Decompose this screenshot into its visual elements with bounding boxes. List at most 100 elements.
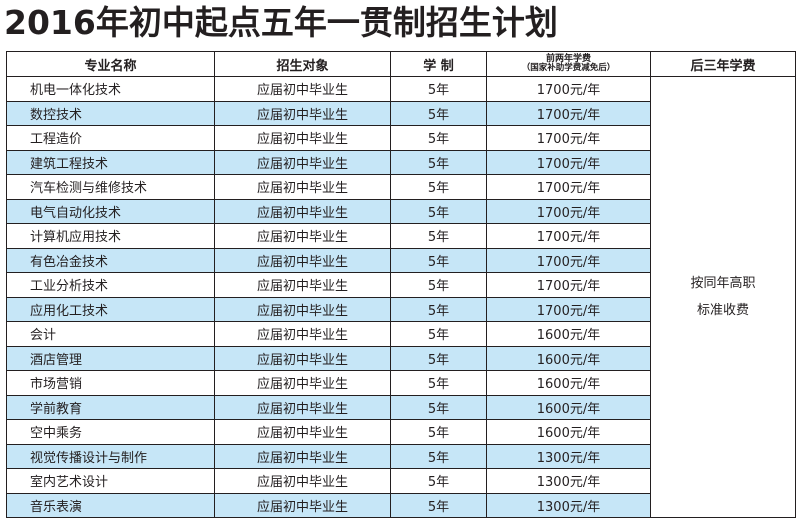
major-cell: 室内艺术设计	[6, 468, 215, 494]
table-body: 机电一体化技术 应届初中毕业生 5年 1700元/年 按同年高职 标准收费 数控技术 应届初中…	[6, 76, 796, 518]
duration-cell: 5年	[390, 149, 487, 175]
fee-cell: 1300元/年	[486, 468, 651, 494]
table-row: 会计 应届初中毕业生 5年 1600元/年	[6, 321, 796, 347]
enrollment-table-container: 专业名称 招生对象 学 制 前两年学费 （国家补助学费减免后） 后三年学费 机电…	[6, 51, 796, 521]
major-cell: 有色冶金技术	[6, 247, 215, 273]
major-cell: 音乐表演	[6, 492, 215, 518]
fee-cell: 1600元/年	[486, 419, 651, 445]
target-cell: 应届初中毕业生	[214, 296, 391, 322]
duration-cell: 5年	[390, 272, 487, 298]
major-cell: 计算机应用技术	[6, 223, 215, 249]
duration-cell: 5年	[390, 468, 487, 494]
table-row: 应用化工技术 应届初中毕业生 5年 1700元/年	[6, 296, 796, 322]
header-first-two-fee: 前两年学费 （国家补助学费减免后）	[486, 51, 651, 77]
table-row: 视觉传播设计与制作 应届初中毕业生 5年 1300元/年	[6, 443, 796, 469]
fee-cell: 1600元/年	[486, 370, 651, 396]
fee-cell: 1700元/年	[486, 174, 651, 200]
table-row: 音乐表演 应届初中毕业生 5年 1300元/年	[6, 492, 796, 518]
fee-cell: 1600元/年	[486, 345, 651, 371]
fee-cell: 1700元/年	[486, 247, 651, 273]
major-cell: 汽车检测与维修技术	[6, 174, 215, 200]
duration-cell: 5年	[390, 174, 487, 200]
target-cell: 应届初中毕业生	[214, 419, 391, 445]
major-cell: 数控技术	[6, 100, 215, 126]
header-major: 专业名称	[6, 51, 215, 77]
table-row: 工业分析技术 应届初中毕业生 5年 1700元/年	[6, 272, 796, 298]
target-cell: 应届初中毕业生	[214, 247, 391, 273]
later-fee-line2: 标准收费	[696, 303, 749, 318]
duration-cell: 5年	[390, 443, 487, 469]
later-three-fee-cell: 按同年高职 标准收费	[650, 76, 796, 518]
target-cell: 应届初中毕业生	[214, 468, 391, 494]
duration-cell: 5年	[390, 492, 487, 518]
table-row: 数控技术 应届初中毕业生 5年 1700元/年	[6, 100, 796, 126]
table-row: 工程造价 应届初中毕业生 5年 1700元/年	[6, 125, 796, 151]
fee-cell: 1700元/年	[486, 296, 651, 322]
major-cell: 建筑工程技术	[6, 149, 215, 175]
target-cell: 应届初中毕业生	[214, 125, 391, 151]
fee-cell: 1300元/年	[486, 492, 651, 518]
duration-cell: 5年	[390, 125, 487, 151]
duration-cell: 5年	[390, 247, 487, 273]
table-row: 学前教育 应届初中毕业生 5年 1600元/年	[6, 394, 796, 420]
major-cell: 应用化工技术	[6, 296, 215, 322]
header-later-three-fee: 后三年学费	[650, 51, 796, 77]
major-cell: 酒店管理	[6, 345, 215, 371]
fee-cell: 1700元/年	[486, 198, 651, 224]
fee-cell: 1700元/年	[486, 272, 651, 298]
table-header-row: 专业名称 招生对象 学 制 前两年学费 （国家补助学费减免后） 后三年学费	[6, 51, 796, 77]
duration-cell: 5年	[390, 394, 487, 420]
table-row: 酒店管理 应届初中毕业生 5年 1600元/年	[6, 345, 796, 371]
header-duration: 学 制	[390, 51, 487, 77]
target-cell: 应届初中毕业生	[214, 321, 391, 347]
fee-cell: 1600元/年	[486, 321, 651, 347]
target-cell: 应届初中毕业生	[214, 100, 391, 126]
target-cell: 应届初中毕业生	[214, 149, 391, 175]
duration-cell: 5年	[390, 223, 487, 249]
page-title: 2016年初中起点五年一贯制招生计划	[4, 3, 558, 42]
table-row: 空中乘务 应届初中毕业生 5年 1600元/年	[6, 419, 796, 445]
duration-cell: 5年	[390, 296, 487, 322]
duration-cell: 5年	[390, 100, 487, 126]
duration-cell: 5年	[390, 345, 487, 371]
fee-cell: 1700元/年	[486, 223, 651, 249]
table-row: 汽车检测与维修技术 应届初中毕业生 5年 1700元/年	[6, 174, 796, 200]
major-cell: 工程造价	[6, 125, 215, 151]
target-cell: 应届初中毕业生	[214, 370, 391, 396]
fee-cell: 1300元/年	[486, 443, 651, 469]
major-cell: 工业分析技术	[6, 272, 215, 298]
fee-cell: 1600元/年	[486, 394, 651, 420]
target-cell: 应届初中毕业生	[214, 223, 391, 249]
target-cell: 应届初中毕业生	[214, 394, 391, 420]
major-cell: 视觉传播设计与制作	[6, 443, 215, 469]
major-cell: 市场营销	[6, 370, 215, 396]
target-cell: 应届初中毕业生	[214, 76, 391, 102]
fee-cell: 1700元/年	[486, 149, 651, 175]
later-fee-line1: 按同年高职	[690, 276, 756, 291]
table-row: 有色冶金技术 应届初中毕业生 5年 1700元/年	[6, 247, 796, 273]
major-cell: 空中乘务	[6, 419, 215, 445]
major-cell: 电气自动化技术	[6, 198, 215, 224]
fee-cell: 1700元/年	[486, 76, 651, 102]
header-first-two-fee-line1: 前两年学费	[545, 53, 591, 64]
duration-cell: 5年	[390, 76, 487, 102]
target-cell: 应届初中毕业生	[214, 443, 391, 469]
major-cell: 机电一体化技术	[6, 76, 215, 102]
duration-cell: 5年	[390, 198, 487, 224]
target-cell: 应届初中毕业生	[214, 492, 391, 518]
table-row: 机电一体化技术 应届初中毕业生 5年 1700元/年 按同年高职 标准收费	[6, 76, 796, 518]
duration-cell: 5年	[390, 419, 487, 445]
duration-cell: 5年	[390, 321, 487, 347]
target-cell: 应届初中毕业生	[214, 272, 391, 298]
fee-cell: 1700元/年	[486, 100, 651, 126]
enrollment-table: 专业名称 招生对象 学 制 前两年学费 （国家补助学费减免后） 后三年学费 机电…	[6, 51, 796, 518]
major-cell: 学前教育	[6, 394, 215, 420]
fee-cell: 1700元/年	[486, 125, 651, 151]
header-target: 招生对象	[214, 51, 391, 77]
target-cell: 应届初中毕业生	[214, 345, 391, 371]
table-row: 电气自动化技术 应届初中毕业生 5年 1700元/年	[6, 198, 796, 224]
table-row: 计算机应用技术 应届初中毕业生 5年 1700元/年	[6, 223, 796, 249]
target-cell: 应届初中毕业生	[214, 174, 391, 200]
duration-cell: 5年	[390, 370, 487, 396]
major-cell: 会计	[6, 321, 215, 347]
